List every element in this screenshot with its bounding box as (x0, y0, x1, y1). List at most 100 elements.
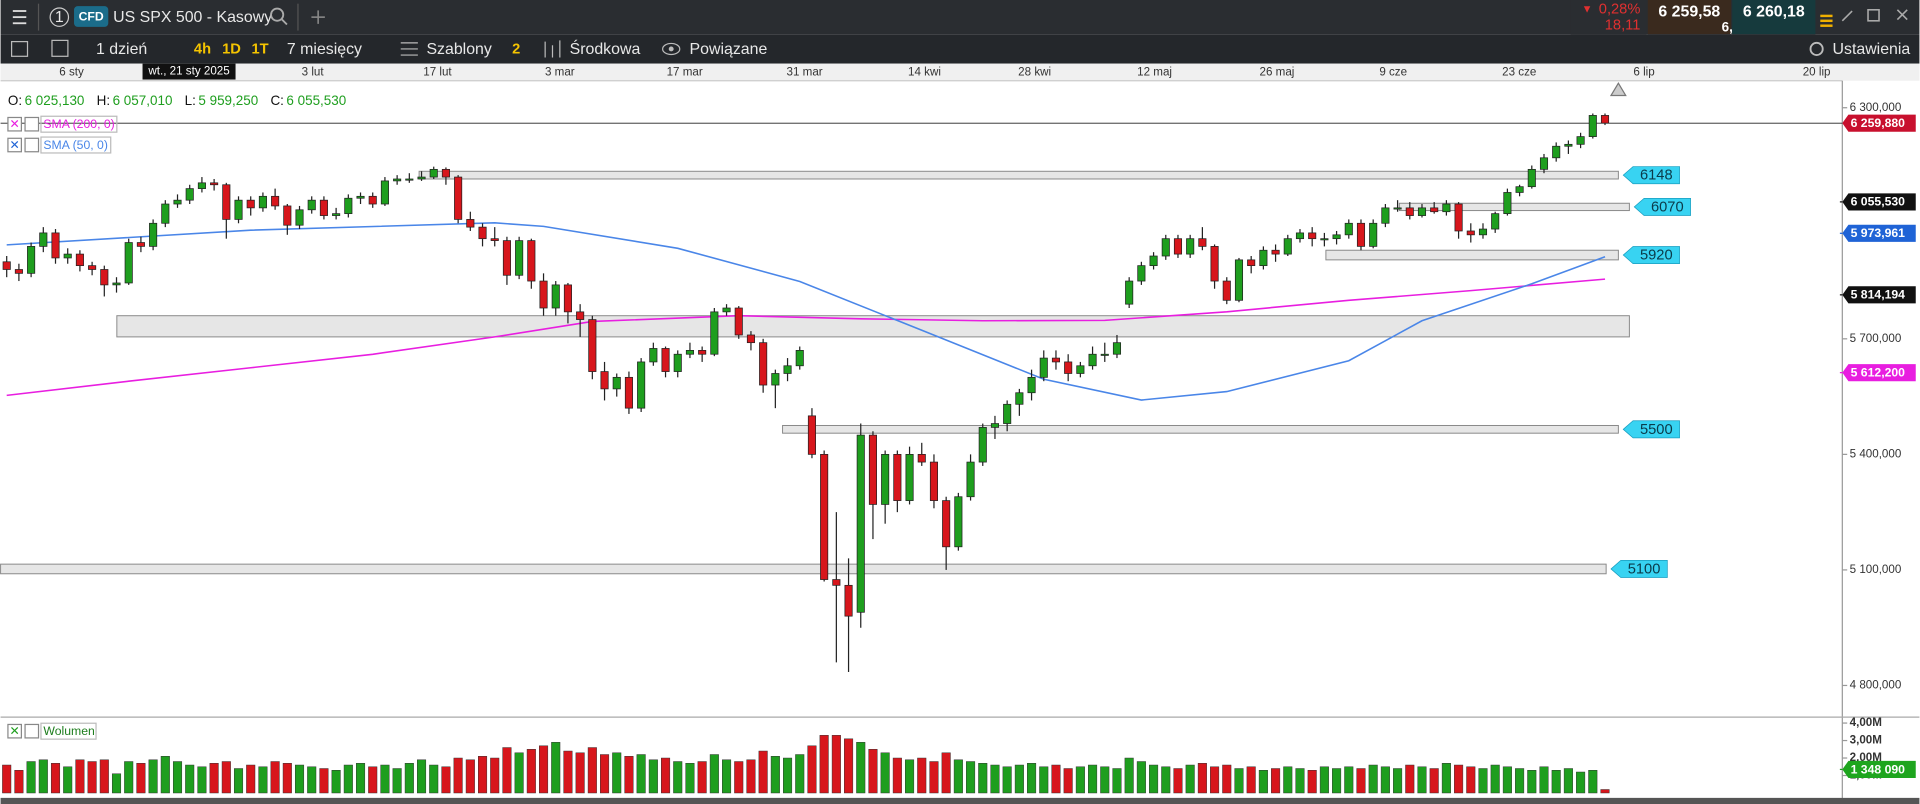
volume-bar (246, 764, 256, 794)
candle-body (771, 373, 780, 386)
price-mode-icon[interactable] (544, 40, 561, 58)
range[interactable]: 7 miesięcy (287, 41, 362, 58)
candle-body (795, 350, 804, 367)
linked[interactable]: Powiązane (690, 41, 768, 58)
volume-bar (1527, 770, 1537, 794)
date-label: 23 cze (1502, 65, 1536, 78)
y-tick-label: 6 300,000 (1850, 101, 1902, 114)
candle-body (185, 188, 194, 201)
candle-body (1247, 259, 1256, 267)
candle-body (124, 242, 133, 284)
hide-box[interactable] (24, 723, 40, 739)
candle-body (515, 240, 524, 276)
candle-body (51, 232, 60, 259)
volume-bar (75, 759, 85, 794)
candle-body (1149, 255, 1158, 267)
volume-bar (1368, 764, 1378, 794)
legend-box[interactable] (40, 722, 97, 740)
interval[interactable]: 1 dzień (96, 41, 147, 58)
candle-body (1051, 357, 1061, 363)
quick-interval[interactable]: 1D (222, 41, 241, 57)
price-mode[interactable]: Środkowa (570, 39, 641, 58)
templates-count[interactable]: 2 (512, 41, 520, 57)
layout-icon[interactable] (51, 39, 69, 57)
legend-box[interactable] (40, 136, 112, 154)
templates-icon[interactable] (400, 42, 418, 56)
candle-body (820, 454, 829, 580)
settings[interactable]: Ustawienia (1833, 41, 1911, 58)
candle-body (856, 434, 865, 613)
volume-bar (746, 759, 756, 794)
candle-body (1015, 392, 1024, 405)
time-axis (0, 63, 1920, 81)
volume-bar (1136, 761, 1146, 794)
window-icons[interactable] (1841, 8, 1908, 22)
crosshair-box (142, 63, 236, 80)
legend-box[interactable] (40, 115, 118, 133)
add-tab[interactable] (311, 10, 325, 24)
quick-interval[interactable]: 4h (194, 41, 211, 57)
y-tick-label: 5 400,000 (1850, 447, 1902, 460)
search-icon[interactable] (270, 7, 288, 26)
instrument-name[interactable]: US SPX 500 - Kasowy (113, 9, 272, 26)
candle-body (27, 246, 36, 274)
panel-icon[interactable] (10, 40, 29, 57)
candle-body (112, 282, 121, 286)
settings-icon[interactable] (1809, 41, 1824, 56)
remove-box[interactable] (7, 723, 23, 739)
scroll-marker[interactable] (1609, 82, 1627, 97)
candle-body (905, 454, 914, 501)
volume-bar (1112, 768, 1122, 794)
candle-body (63, 253, 72, 259)
candle-body (685, 350, 694, 355)
volume-bar (404, 763, 414, 794)
candle-body (1356, 222, 1366, 247)
candle-body (258, 195, 267, 209)
volume-bar (111, 773, 122, 794)
volume-bar (1380, 766, 1390, 794)
remove-icon[interactable]: ✕ (10, 117, 20, 131)
down-arrow: ▼ (1582, 4, 1593, 16)
remove-icon[interactable]: ✕ (10, 724, 20, 738)
volume-bar (1149, 764, 1159, 794)
remove-icon[interactable]: ✕ (10, 138, 20, 152)
volume-bar (1356, 768, 1366, 794)
volume-bar (1429, 768, 1439, 794)
candle-body (173, 199, 182, 205)
ask-box[interactable] (1732, 0, 1816, 35)
candle-body (881, 454, 890, 505)
remove-box[interactable] (7, 137, 23, 153)
volume-bar (1161, 766, 1171, 794)
remove-box[interactable] (7, 116, 23, 132)
candle-body (1161, 238, 1170, 257)
volume-bar (209, 763, 219, 794)
price-tag-label: 6 055,530 (1851, 195, 1906, 209)
candle-body (1283, 238, 1292, 255)
sma200-legend: SMA (200, 0) (43, 117, 114, 131)
templates[interactable]: Szablony (426, 41, 491, 58)
volume-bar (294, 764, 305, 794)
level-label: 6070 (1651, 199, 1684, 215)
candle-body (210, 182, 219, 186)
volume-bar (1063, 768, 1073, 794)
candle-body (39, 232, 48, 247)
linked-icon[interactable] (662, 42, 681, 56)
hide-box[interactable] (24, 116, 40, 132)
menu-icon[interactable] (12, 10, 27, 25)
ask-price: 6 260,18 (1743, 3, 1805, 20)
volume-bar (1185, 764, 1195, 794)
bid-box[interactable] (1647, 0, 1731, 35)
volume-bar (1405, 764, 1415, 794)
volume-bar (87, 761, 97, 794)
volume-bar (258, 766, 268, 794)
candle-body (271, 195, 280, 207)
volume-bar (612, 752, 622, 794)
volume-bar (380, 764, 390, 794)
price-tag (1842, 286, 1916, 304)
candle-body (136, 242, 145, 247)
price-tag (1842, 224, 1916, 242)
volume-bar (880, 752, 890, 794)
quick-interval[interactable]: 1T (251, 41, 268, 57)
hide-box[interactable] (24, 137, 40, 153)
